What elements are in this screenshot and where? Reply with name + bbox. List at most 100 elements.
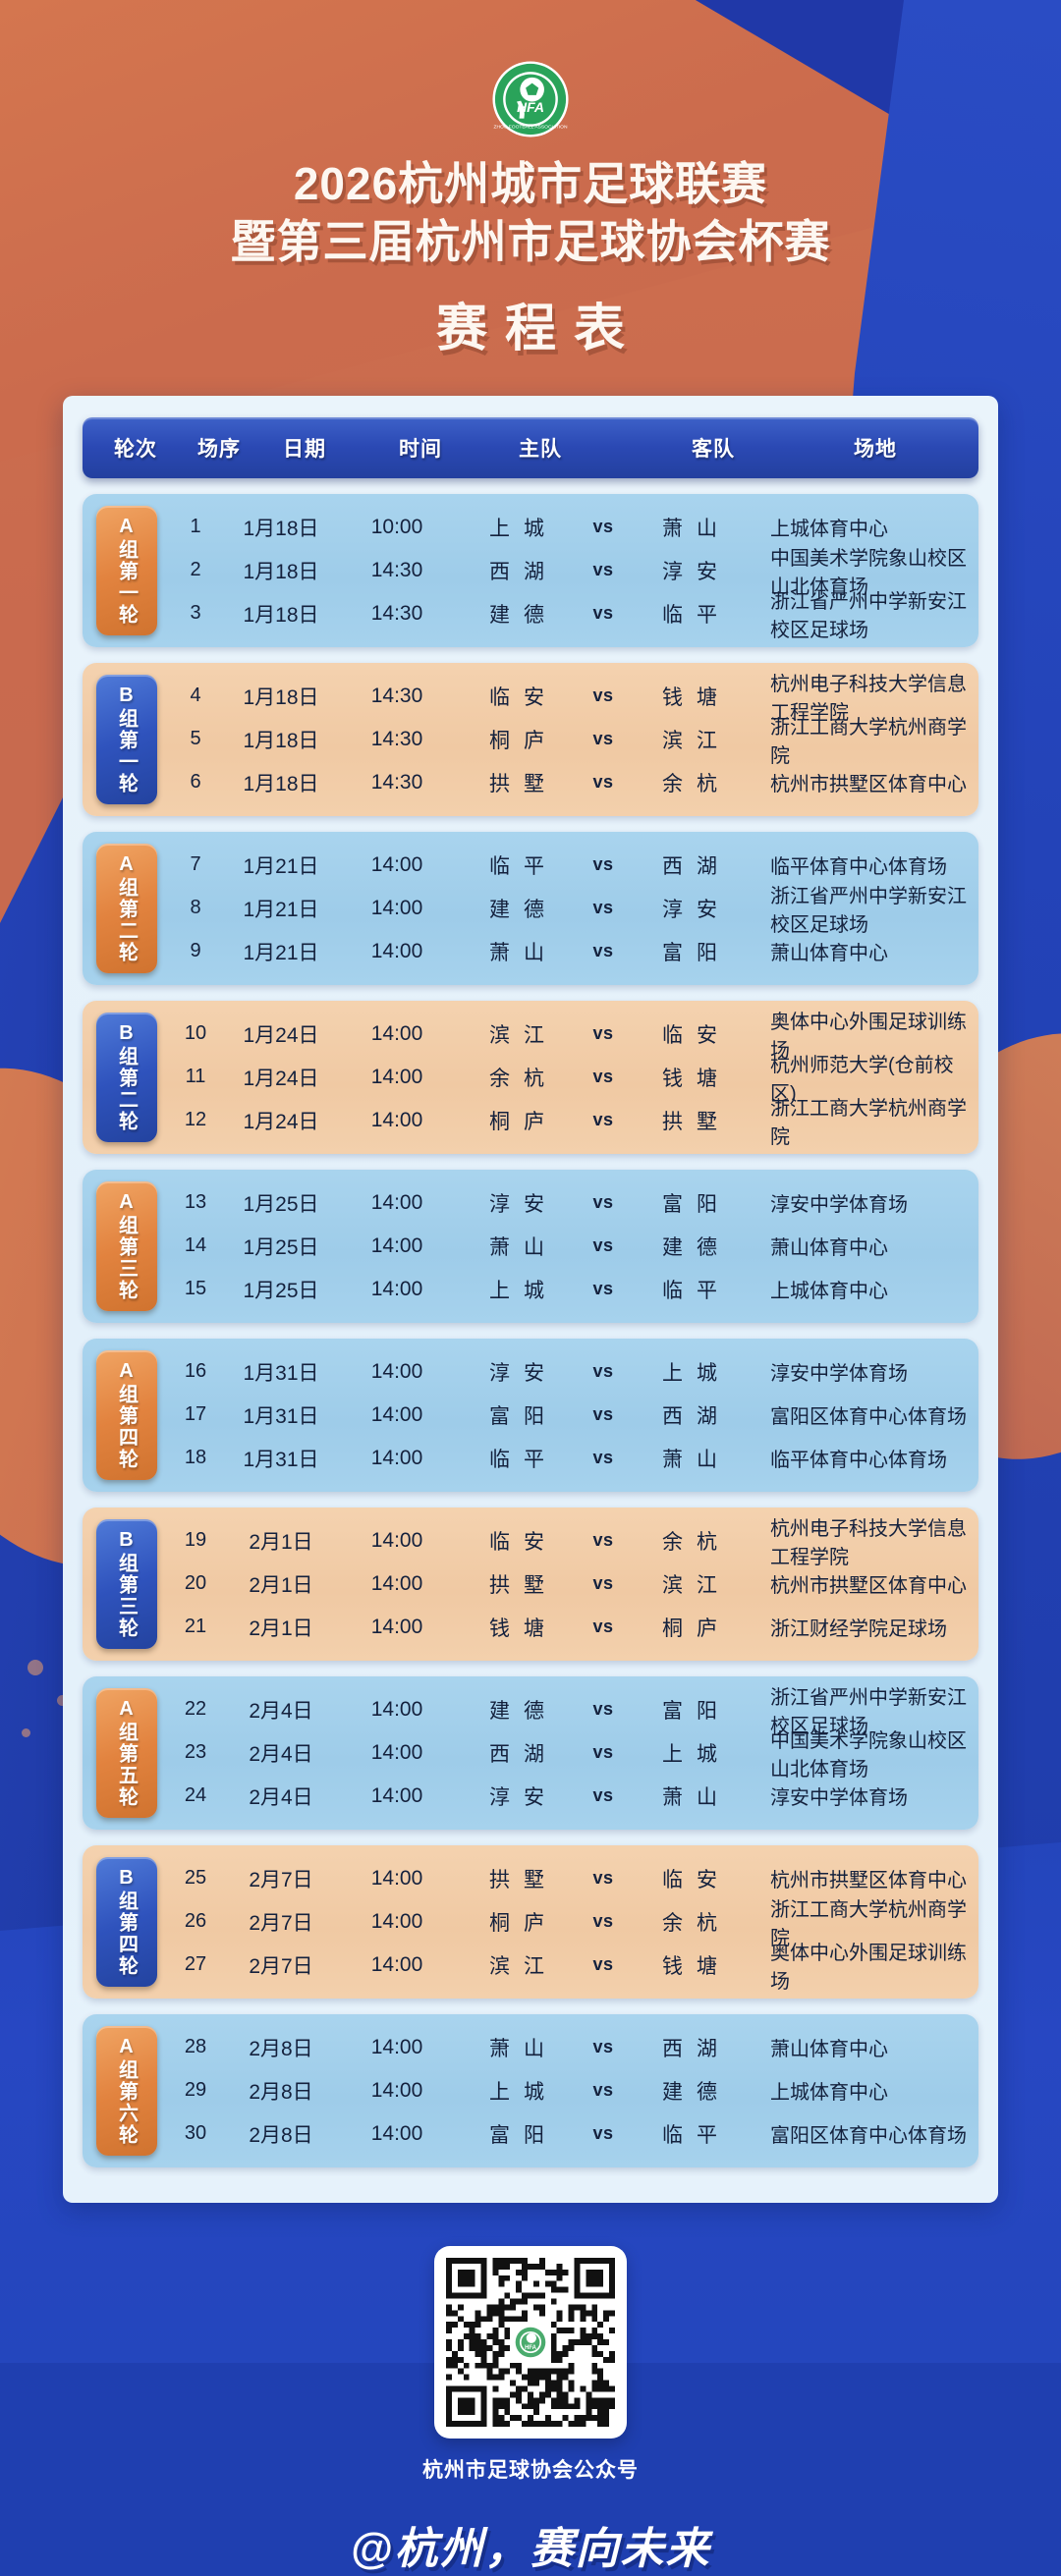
time-cell: 14:00 <box>370 1065 423 1088</box>
away-team-cell: 萧山 <box>662 517 731 540</box>
home-team-cell: 建德 <box>489 603 558 627</box>
venue-cell: 淳安中学体育场 <box>770 1787 908 1810</box>
round-badge: A组第一轮 <box>96 505 157 635</box>
away-team-cell: 萧山 <box>662 1785 731 1809</box>
group-rows: 25 2月7日 14:00 拱墅 vs 临安 杭州市拱墅区体育中心 26 2月7日 14:00 桐庐… <box>165 1857 978 1993</box>
date-cell: 2月8日 <box>249 2123 313 2147</box>
table-row: 28 2月8日 14:00 萧山 vs 西湖 萧山体育中心 <box>165 2026 978 2069</box>
venue-cell: 杭州电子科技大学信息工程学院 <box>770 1517 967 1568</box>
time-cell: 14:00 <box>370 2035 423 2058</box>
logo-container: HFA ZHOU FOOTBALL ASSOCIATION <box>0 59 1061 139</box>
venue-cell: 浙江工商大学杭州商学院 <box>770 716 967 767</box>
vs-label: vs <box>592 560 614 580</box>
match-no-cell: 22 <box>184 1698 207 1721</box>
time-cell: 14:00 <box>370 1446 423 1469</box>
time-cell: 14:00 <box>370 1277 423 1300</box>
venue-cell: 浙江省严州中学新安江校区足球场 <box>770 885 967 936</box>
decor-dot <box>22 1728 30 1737</box>
home-team-cell: 建德 <box>489 898 558 921</box>
time-cell: 14:00 <box>370 1190 423 1214</box>
home-team-cell: 淳安 <box>489 1785 558 1809</box>
venue-cell: 浙江省严州中学新安江校区足球场 <box>770 590 967 641</box>
table-row: 8 1月21日 14:00 建德 vs 淳安 浙江省严州中学新安江校区足球场 <box>165 886 978 936</box>
date-cell: 2月7日 <box>249 1911 313 1935</box>
away-team-cell: 钱塘 <box>662 685 731 709</box>
table-row: 30 2月8日 14:00 富阳 vs 临平 富阳区体育中心体育场 <box>165 2112 978 2156</box>
qr-code-card[interactable]: HFA <box>434 2245 627 2439</box>
schedule-panel: 轮次 场序 日期 时间 主队 客队 场地 A组第一轮 1 1月18日 10:00 上城 v… <box>63 395 998 2203</box>
away-team-cell: 上城 <box>662 1742 731 1766</box>
home-team-cell: 西湖 <box>489 560 558 583</box>
venue-cell: 萧山体育中心 <box>770 943 888 965</box>
away-team-cell: 萧山 <box>662 1448 731 1471</box>
date-cell: 1月21日 <box>243 854 319 878</box>
match-no-cell: 25 <box>184 1867 207 1890</box>
venue-cell: 杭州市拱墅区体育中心 <box>770 774 967 796</box>
venue-cell: 萧山体育中心 <box>770 1237 888 1260</box>
vs-label: vs <box>592 1530 614 1551</box>
round-badge: A组第五轮 <box>96 1687 157 1818</box>
match-no-cell: 3 <box>190 602 201 625</box>
home-team-cell: 建德 <box>489 1699 558 1723</box>
match-no-cell: 26 <box>184 1910 207 1933</box>
poster-header: HFA ZHOU FOOTBALL ASSOCIATION 2026杭州城市足球… <box>0 0 1061 360</box>
qr-center-logo: HFA <box>511 2322 550 2362</box>
date-cell: 2月1日 <box>249 1530 313 1554</box>
qr-caption: 杭州市足球协会公众号 <box>422 2458 639 2482</box>
match-no-cell: 11 <box>185 1066 206 1088</box>
venue-cell: 杭州电子科技大学信息工程学院 <box>770 673 967 724</box>
svg-text:HFA: HFA <box>525 2345 537 2351</box>
vs-label: vs <box>592 1868 614 1889</box>
poster-slogan: @杭州，赛向未来 <box>350 2524 711 2573</box>
home-team-cell: 临平 <box>489 1448 558 1471</box>
away-team-cell: 临平 <box>662 2123 731 2147</box>
match-no-cell: 1 <box>190 516 201 538</box>
match-no-cell: 20 <box>184 1572 207 1595</box>
away-team-cell: 钱塘 <box>662 1067 731 1090</box>
home-team-cell: 桐庐 <box>489 729 558 752</box>
away-team-cell: 余杭 <box>662 1911 731 1935</box>
table-row: 5 1月18日 14:30 桐庐 vs 滨江 浙江工商大学杭州商学院 <box>165 717 978 767</box>
column-header-venue: 场地 <box>854 437 897 461</box>
round-badge: A组第六轮 <box>96 2025 157 2156</box>
time-cell: 14:00 <box>370 1108 423 1131</box>
round-badge: B组第一轮 <box>96 674 157 804</box>
venue-cell: 淳安中学体育场 <box>770 1194 908 1217</box>
home-team-cell: 富阳 <box>489 2123 558 2147</box>
venue-cell: 杭州师范大学(仓前校区) <box>770 1054 954 1105</box>
away-team-cell: 余杭 <box>662 772 731 795</box>
home-team-cell: 淳安 <box>489 1361 558 1385</box>
date-cell: 1月18日 <box>243 517 319 540</box>
vs-label: vs <box>592 1361 614 1382</box>
round-badge: B组第四轮 <box>96 1856 157 1987</box>
table-row: 19 2月1日 14:00 临安 vs 余杭 杭州电子科技大学信息工程学院 <box>165 1518 978 1568</box>
home-team-cell: 拱墅 <box>489 1868 558 1891</box>
schedule-group: B组第四轮 25 2月7日 14:00 拱墅 vs 临安 杭州市拱墅区体育中心 26 2月7日 14… <box>83 1844 978 1999</box>
group-rows: 10 1月24日 14:00 滨江 vs 临安 奥体中心外围足球训练场 11 1月24日 14:0… <box>165 1012 978 1148</box>
match-no-cell: 15 <box>184 1278 207 1300</box>
vs-label: vs <box>592 1742 614 1763</box>
match-no-cell: 30 <box>184 2122 207 2145</box>
schedule-group: A组第二轮 7 1月21日 14:00 临平 vs 西湖 临平体育中心体育场 8 1月21日 14:… <box>83 831 978 985</box>
round-badge: A组第四轮 <box>96 1349 157 1480</box>
table-row: 12 1月24日 14:00 桐庐 vs 拱墅 浙江工商大学杭州商学院 <box>165 1098 978 1148</box>
time-cell: 14:00 <box>370 1909 423 1933</box>
home-team-cell: 拱墅 <box>489 772 558 795</box>
venue-cell: 临平体育中心体育场 <box>770 856 947 879</box>
home-team-cell: 余杭 <box>489 1067 558 1090</box>
match-no-cell: 29 <box>184 2079 207 2102</box>
title-block: 2026杭州城市足球联赛 暨第三届杭州市足球协会杯赛 赛程表 <box>0 155 1061 360</box>
poster-subtitle: 赛程表 <box>435 300 642 357</box>
table-row: 11 1月24日 14:00 余杭 vs 钱塘 杭州师范大学(仓前校区) <box>165 1055 978 1105</box>
match-no-cell: 12 <box>184 1109 207 1131</box>
away-team-cell: 西湖 <box>662 2037 731 2060</box>
table-row: 17 1月31日 14:00 富阳 vs 西湖 富阳区体育中心体育场 <box>165 1394 978 1437</box>
venue-cell: 富阳区体育中心体育场 <box>770 1406 967 1429</box>
vs-label: vs <box>592 1785 614 1806</box>
table-row: 27 2月7日 14:00 滨江 vs 钱塘 奥体中心外围足球训练场 <box>165 1943 978 1993</box>
schedule-group: B组第三轮 19 2月1日 14:00 临安 vs 余杭 杭州电子科技大学信息工程学院 20 2月… <box>83 1507 978 1661</box>
away-team-cell: 临平 <box>662 1279 731 1302</box>
table-row: 10 1月24日 14:00 滨江 vs 临安 奥体中心外围足球训练场 <box>165 1012 978 1062</box>
vs-label: vs <box>592 1235 614 1256</box>
match-no-cell: 5 <box>190 728 201 750</box>
